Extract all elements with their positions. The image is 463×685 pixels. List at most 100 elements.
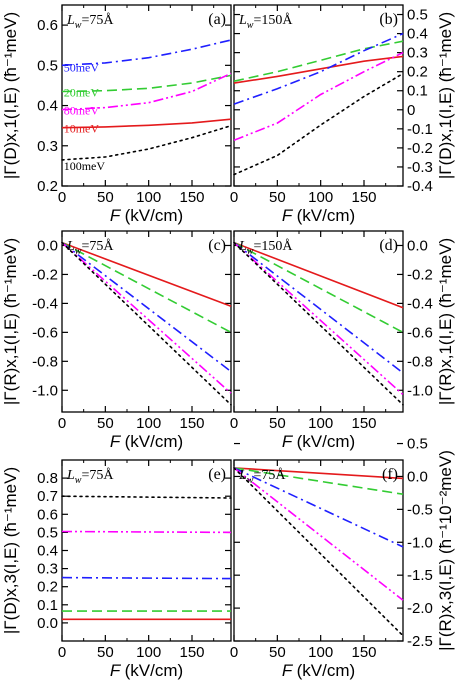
y-tick-label: 0.3 bbox=[37, 561, 58, 578]
y-tick-label: 0.4 bbox=[37, 543, 58, 560]
y-tick-label: 0.3 bbox=[407, 45, 428, 62]
panel-letter: (e) bbox=[208, 466, 226, 483]
x-tick-label: 0 bbox=[58, 189, 66, 206]
series-line-50meV bbox=[233, 241, 404, 374]
x-axis-label: F (kV/cm) bbox=[282, 206, 355, 225]
y-tick-label: -2.0 bbox=[407, 600, 433, 617]
panel-f: 0 50 100 150 -2.5 -2.0 -1.5 -1.0 -0.5 0.0 0.5 (f) Lw… bbox=[230, 436, 455, 680]
y-tick-label: -0.2 bbox=[407, 140, 433, 157]
y-tick-label: 0.0 bbox=[407, 468, 428, 485]
series-line-10meV bbox=[233, 241, 404, 309]
plot-frame bbox=[61, 459, 232, 642]
series-label-50meV: 50meV bbox=[64, 60, 100, 74]
x-axis-label: F (kV/cm) bbox=[282, 661, 355, 680]
x-tick-label: 50 bbox=[97, 415, 114, 432]
series-line-100meV bbox=[61, 124, 232, 161]
y-tick-label: -0.6 bbox=[32, 324, 58, 341]
y-tick-label: 0.6 bbox=[37, 17, 58, 34]
y-tick-label: -0.2 bbox=[32, 266, 58, 283]
series-line-100meV bbox=[233, 72, 404, 176]
series-line-20meV bbox=[61, 241, 232, 334]
plot-frame bbox=[233, 4, 404, 187]
x-tick-label: 50 bbox=[97, 644, 114, 661]
series-line-10meV bbox=[61, 241, 232, 308]
x-tick-label: 100 bbox=[308, 189, 333, 206]
series-line-10meV bbox=[61, 118, 232, 129]
x-tick-label: 150 bbox=[179, 644, 204, 661]
y-tick-label: 0.2 bbox=[37, 178, 58, 195]
y-tick-label: 0.0 bbox=[407, 237, 428, 254]
x-tick-label: 150 bbox=[351, 415, 376, 432]
series-line-80meV bbox=[61, 242, 232, 394]
x-tick-label: 0 bbox=[230, 415, 238, 432]
series-line-100meV bbox=[61, 495, 232, 499]
y-axis-label: |Γ(D)x,1(I,E) (ħ⁻¹meV) bbox=[1, 12, 20, 179]
y-axis-label: |Γ(R)x,1(I,E) (ħ⁻¹meV) bbox=[1, 238, 20, 405]
plot-frame bbox=[233, 459, 404, 642]
series-line-50meV bbox=[61, 241, 232, 373]
y-tick-label: -0.4 bbox=[32, 295, 58, 312]
series-line-80meV bbox=[233, 467, 404, 601]
panel-letter: (a) bbox=[208, 11, 226, 28]
y-tick-label: 0.5 bbox=[407, 7, 428, 24]
y-tick-label: -0.4 bbox=[407, 178, 433, 195]
y-tick-label: -0.4 bbox=[407, 295, 433, 312]
panel-c: 0 50 100 150 -1.0 -0.8 -0.6 -0.4 -0.2 0.0 (c) Lw=75… bbox=[1, 230, 232, 451]
well-width-label: Lw=150Å bbox=[238, 12, 293, 31]
series-line-100meV bbox=[61, 241, 232, 406]
y-tick-label: -0.8 bbox=[32, 353, 58, 370]
series-line-100meV bbox=[233, 467, 404, 637]
panel-letter: (d) bbox=[379, 237, 398, 254]
y-tick-label: -0.8 bbox=[407, 353, 433, 370]
panel-b: 0 50 100 150 -0.4 -0.3 -0.2 -0.1 0 0.1 0.2 0.3 0.4 0.… bbox=[230, 4, 455, 225]
series-line-80meV bbox=[61, 72, 232, 111]
y-tick-label: 0.5 bbox=[407, 436, 428, 453]
x-tick-label: 0 bbox=[230, 189, 238, 206]
series-label-100meV: 100meV bbox=[64, 159, 106, 173]
y-tick-label: 0.6 bbox=[37, 506, 58, 523]
x-tick-label: 150 bbox=[179, 415, 204, 432]
well-width-label: Lw=75Å bbox=[66, 467, 114, 486]
series-line-100meV bbox=[233, 241, 404, 406]
x-tick-label: 50 bbox=[97, 189, 114, 206]
x-tick-label: 0 bbox=[230, 644, 238, 661]
well-width-label: Lw=75Å bbox=[66, 12, 114, 31]
y-tick-label: 0.1 bbox=[407, 83, 428, 100]
series-line-80meV bbox=[233, 242, 404, 396]
y-tick-label: 0.4 bbox=[37, 98, 58, 115]
x-tick-label: 50 bbox=[269, 644, 286, 661]
x-tick-label: 100 bbox=[308, 644, 333, 661]
well-width-label: Lw=150Å bbox=[238, 238, 293, 257]
y-tick-label: -0.3 bbox=[407, 159, 433, 176]
plot-frame bbox=[61, 230, 232, 413]
series-line-80meV bbox=[233, 51, 404, 142]
plot-frame bbox=[233, 230, 404, 413]
series-label-80meV: 80meV bbox=[64, 103, 100, 117]
y-tick-label: 0.7 bbox=[37, 488, 58, 505]
y-tick-label: 0 bbox=[407, 102, 415, 119]
panel-e: 0 50 100 150 0.00.10.20.30.4 0.50.60.70.8 (e) L… bbox=[1, 459, 232, 680]
x-tick-label: 150 bbox=[351, 189, 376, 206]
series-line-80meV bbox=[61, 530, 232, 534]
series-line-50meV bbox=[61, 576, 232, 580]
y-tick-label: -1.0 bbox=[407, 382, 433, 399]
y-tick-label: 0.0 bbox=[37, 237, 58, 254]
y-axis-label: |Γ(R)x,3(I,E) (ħ⁻¹10⁻²meV) bbox=[436, 450, 455, 651]
panel-letter: (b) bbox=[379, 11, 398, 28]
x-tick-label: 100 bbox=[136, 644, 161, 661]
x-tick-label: 100 bbox=[136, 415, 161, 432]
x-tick-label: 0 bbox=[58, 644, 66, 661]
y-tick-label: 0.0 bbox=[37, 615, 58, 632]
series-line-20meV bbox=[233, 241, 404, 334]
series-line-50meV bbox=[233, 467, 404, 548]
series-line-20meV bbox=[233, 40, 404, 82]
panel-letter: (c) bbox=[208, 237, 226, 254]
plot-frame bbox=[61, 4, 232, 187]
x-tick-label: 50 bbox=[269, 189, 286, 206]
series-line-10meV bbox=[233, 55, 404, 84]
y-tick-label: -2.5 bbox=[407, 633, 433, 650]
series-line-20meV bbox=[61, 74, 232, 93]
x-tick-label: 100 bbox=[136, 189, 161, 206]
y-tick-label: 0.8 bbox=[37, 470, 58, 487]
